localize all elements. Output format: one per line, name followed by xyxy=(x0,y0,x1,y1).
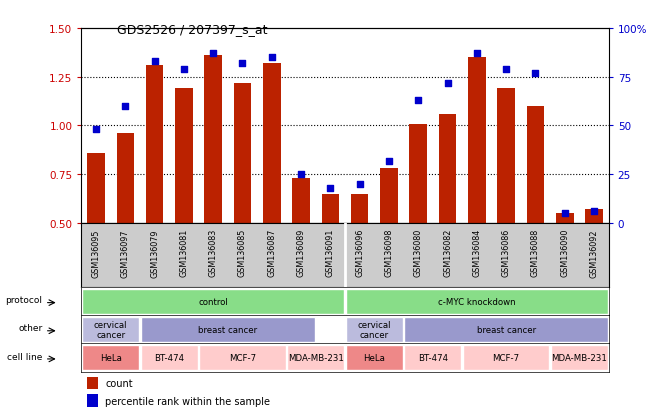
Text: other: other xyxy=(18,324,42,332)
Point xyxy=(238,61,248,67)
Bar xyxy=(551,345,608,370)
Text: cervical
cancer: cervical cancer xyxy=(357,320,391,339)
Bar xyxy=(346,345,403,370)
Bar xyxy=(204,56,222,223)
Point xyxy=(267,55,277,62)
Bar xyxy=(346,317,403,342)
Bar xyxy=(585,210,603,223)
Text: GSM136098: GSM136098 xyxy=(385,228,393,277)
Text: HeLa: HeLa xyxy=(100,353,122,362)
Point xyxy=(589,209,600,215)
Text: GSM136082: GSM136082 xyxy=(443,228,452,277)
Bar xyxy=(234,83,251,223)
Bar xyxy=(556,214,574,223)
Text: GSM136095: GSM136095 xyxy=(92,228,100,277)
Text: GSM136089: GSM136089 xyxy=(297,228,305,277)
Text: breast cancer: breast cancer xyxy=(477,325,536,334)
Text: BT-474: BT-474 xyxy=(418,353,448,362)
Bar xyxy=(117,134,134,223)
Bar xyxy=(351,194,368,223)
Text: GSM136081: GSM136081 xyxy=(180,228,188,277)
Bar xyxy=(404,317,608,342)
Text: GSM136086: GSM136086 xyxy=(502,228,510,277)
Bar xyxy=(527,107,544,223)
Bar xyxy=(141,317,315,342)
Bar xyxy=(409,124,427,223)
Bar xyxy=(263,64,281,223)
Text: BT-474: BT-474 xyxy=(154,353,184,362)
Bar xyxy=(380,169,398,223)
Bar xyxy=(404,345,462,370)
Text: MCF-7: MCF-7 xyxy=(229,353,256,362)
Bar xyxy=(87,153,105,223)
Text: MDA-MB-231: MDA-MB-231 xyxy=(551,353,607,362)
Text: breast cancer: breast cancer xyxy=(199,325,257,334)
Bar xyxy=(287,345,344,370)
Text: GSM136088: GSM136088 xyxy=(531,228,540,277)
Text: protocol: protocol xyxy=(5,296,42,304)
Point xyxy=(120,103,130,110)
Text: GSM136092: GSM136092 xyxy=(590,228,598,277)
Bar xyxy=(146,66,163,223)
Text: GSM136083: GSM136083 xyxy=(209,228,217,277)
Point xyxy=(530,70,540,77)
Point xyxy=(296,171,306,178)
Text: cell line: cell line xyxy=(7,352,42,361)
Bar xyxy=(87,394,98,407)
Point xyxy=(472,51,482,57)
Bar xyxy=(87,377,98,389)
Text: GSM136084: GSM136084 xyxy=(473,228,481,277)
Bar xyxy=(346,289,608,314)
Point xyxy=(354,181,365,188)
Text: GSM136087: GSM136087 xyxy=(268,228,276,277)
Text: control: control xyxy=(199,297,228,306)
Bar xyxy=(82,317,139,342)
Bar xyxy=(463,345,549,370)
Point xyxy=(326,185,336,192)
Point xyxy=(384,158,395,164)
Bar xyxy=(468,58,486,223)
Text: GSM136080: GSM136080 xyxy=(414,228,422,277)
Text: GSM136079: GSM136079 xyxy=(150,228,159,277)
Bar xyxy=(439,114,456,223)
Point xyxy=(91,127,102,133)
Text: GSM136090: GSM136090 xyxy=(561,228,569,277)
Bar xyxy=(199,345,286,370)
Point xyxy=(443,80,453,87)
Bar xyxy=(497,89,515,223)
Text: c-MYC knockdown: c-MYC knockdown xyxy=(438,297,516,306)
Point xyxy=(560,210,570,217)
Text: HeLa: HeLa xyxy=(363,353,385,362)
Point xyxy=(150,59,160,65)
Point xyxy=(208,51,219,57)
Text: cervical
cancer: cervical cancer xyxy=(94,320,128,339)
Text: GSM136097: GSM136097 xyxy=(121,228,130,277)
Text: MCF-7: MCF-7 xyxy=(493,353,519,362)
Text: GSM136091: GSM136091 xyxy=(326,228,335,277)
Text: MDA-MB-231: MDA-MB-231 xyxy=(288,353,344,362)
Bar xyxy=(82,289,344,314)
Bar xyxy=(322,194,339,223)
Point xyxy=(413,97,424,104)
Text: GSM136096: GSM136096 xyxy=(355,228,364,277)
Bar xyxy=(175,89,193,223)
Text: count: count xyxy=(105,378,133,388)
Bar xyxy=(82,345,139,370)
Point xyxy=(178,66,189,73)
Bar xyxy=(141,345,198,370)
Point xyxy=(501,66,512,73)
Text: percentile rank within the sample: percentile rank within the sample xyxy=(105,396,270,406)
Bar xyxy=(292,179,310,223)
Text: GSM136085: GSM136085 xyxy=(238,228,247,277)
Text: GDS2526 / 207397_s_at: GDS2526 / 207397_s_at xyxy=(117,23,268,36)
